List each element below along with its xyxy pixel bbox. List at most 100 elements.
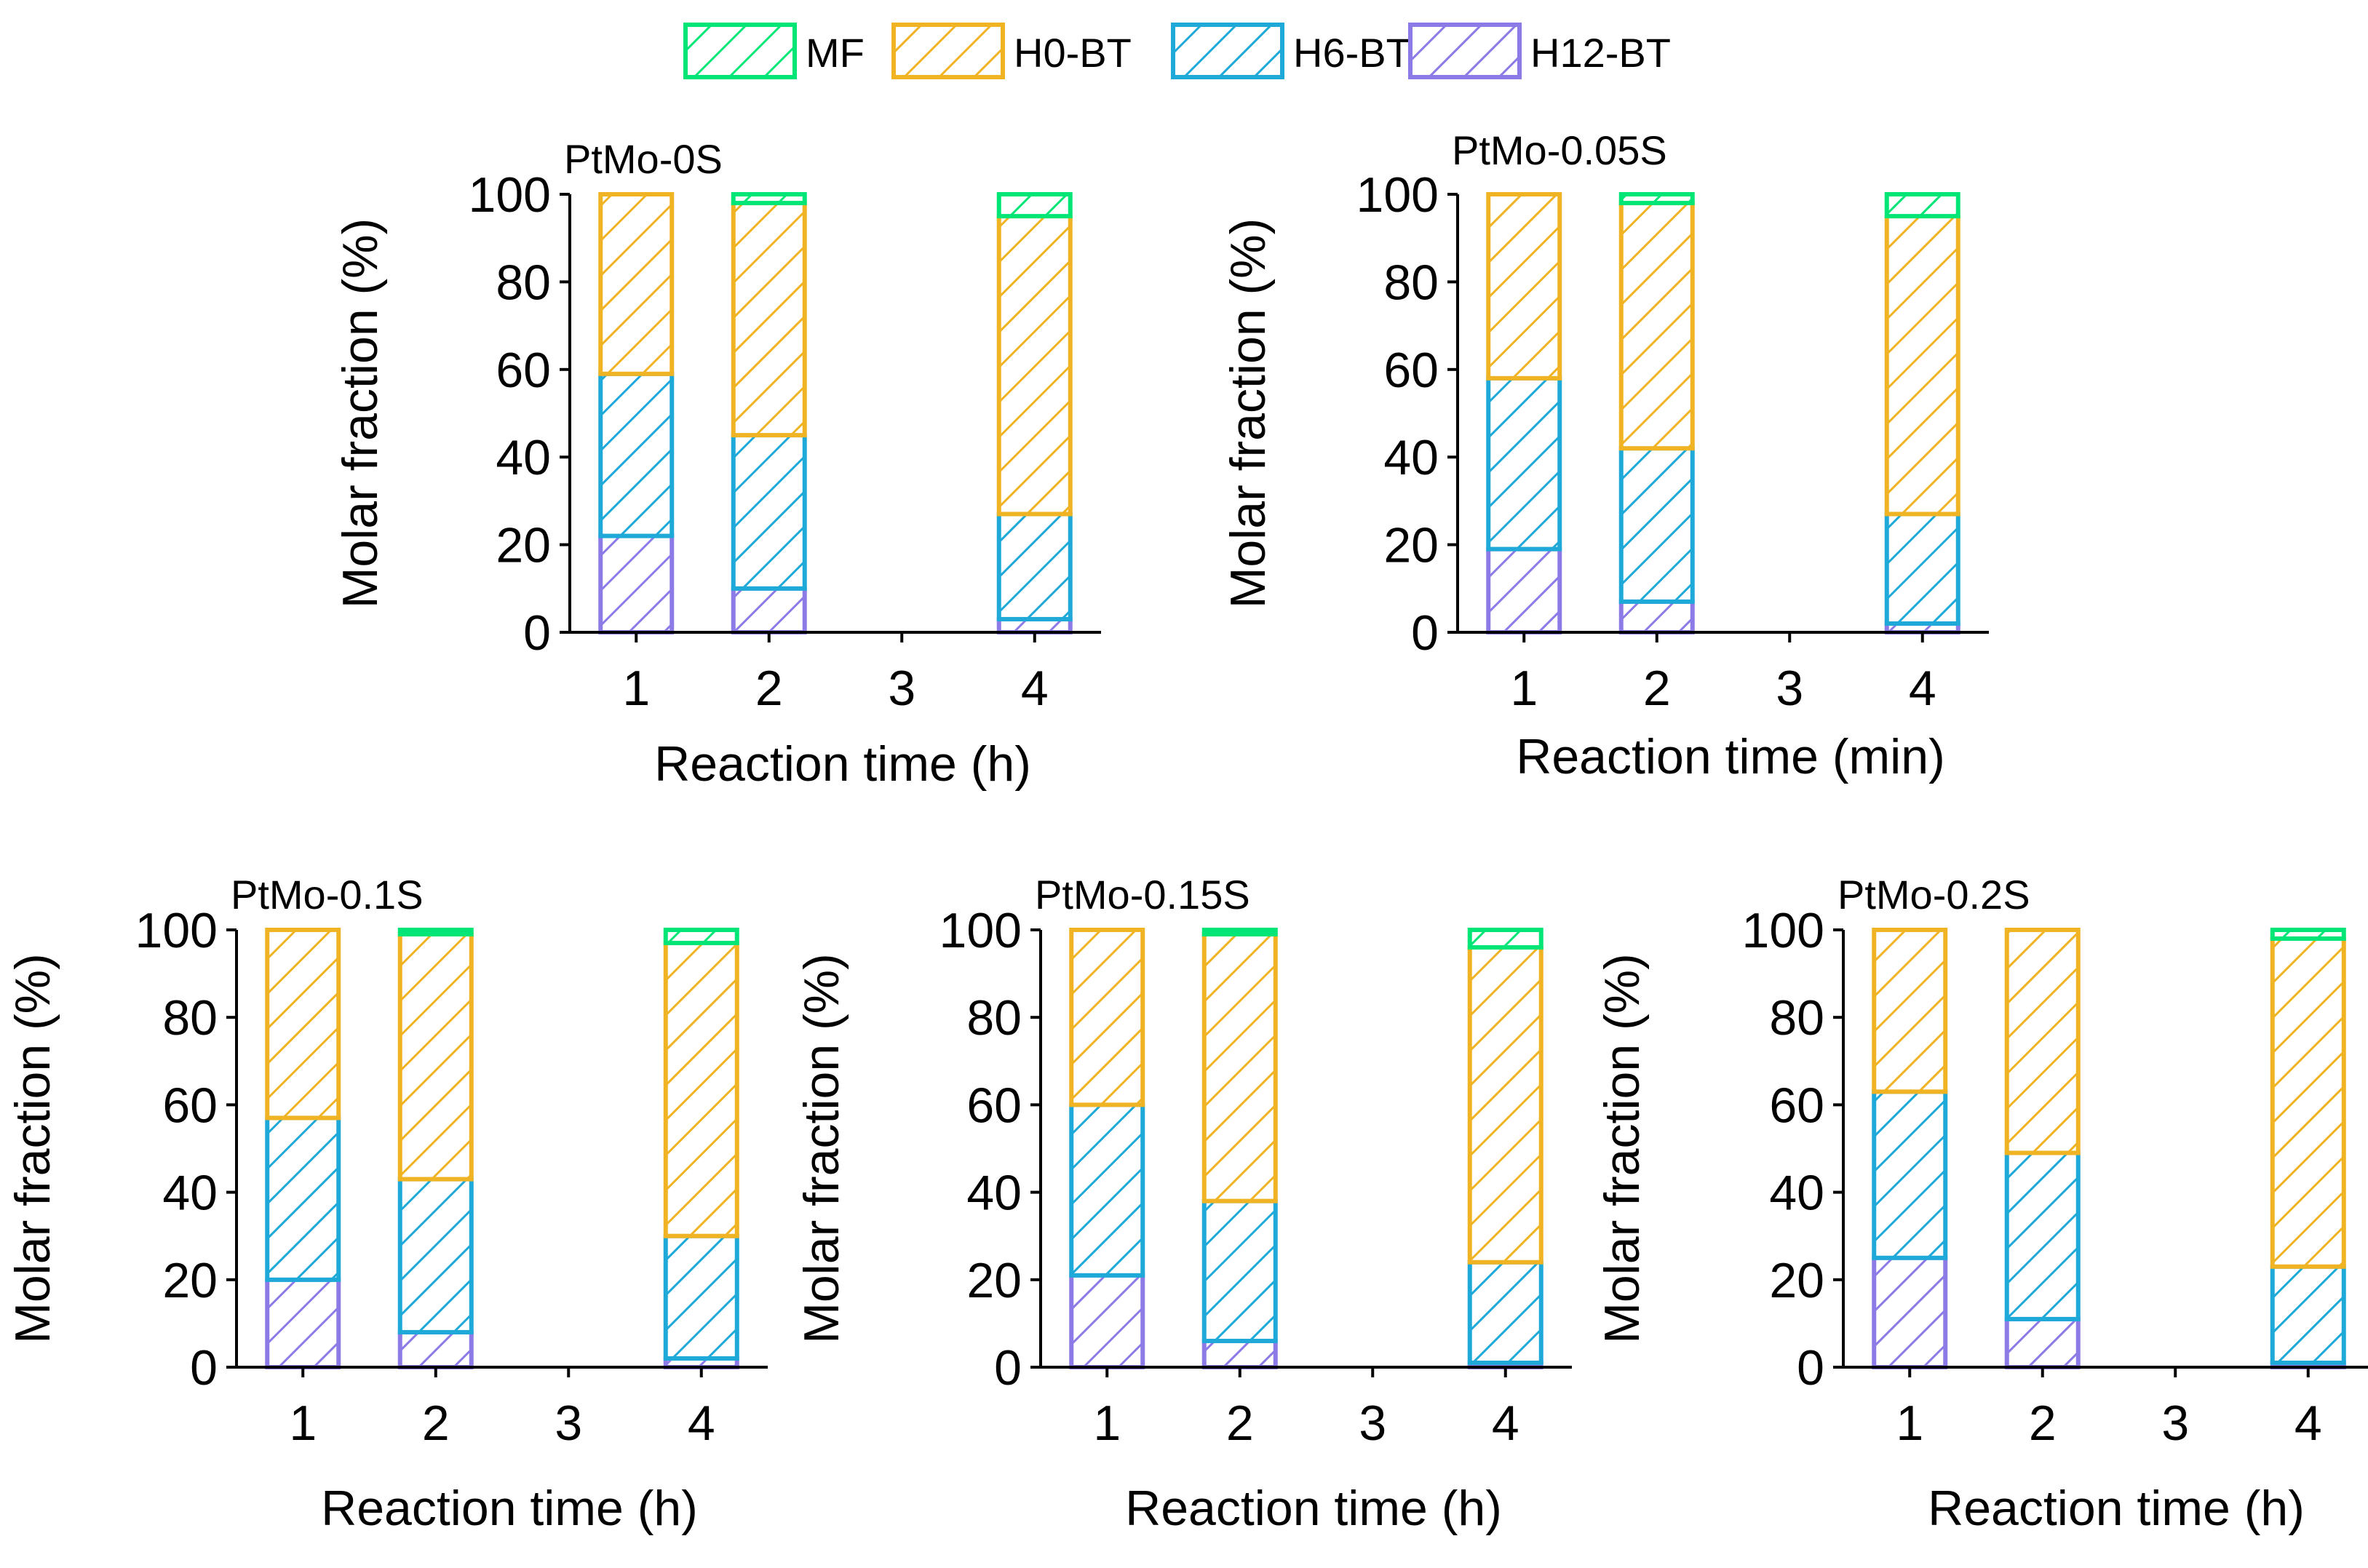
legend-item-h0-bt: H0-BT — [891, 23, 1132, 79]
y-tick-label: 100 — [939, 903, 1022, 958]
bar-h12-bt-x1 — [265, 1277, 341, 1370]
panel-title: PtMo-0.05S — [1452, 127, 1667, 173]
y-tick-label: 20 — [1383, 518, 1439, 573]
x-tick-label: 4 — [688, 1396, 715, 1451]
y-axis-title: Molar fraction (%) — [333, 218, 388, 609]
panel-title: PtMo-0.1S — [231, 872, 424, 918]
bar-mf-x2 — [397, 928, 474, 937]
bar-mf-x4 — [1467, 928, 1543, 950]
y-tick-label: 100 — [1356, 167, 1439, 223]
panel-title: PtMo-0.15S — [1035, 872, 1250, 918]
legend-label-h0-bt: H0-BT — [1014, 30, 1132, 76]
y-axis-title: Molar fraction (%) — [1594, 953, 1650, 1344]
x-tick-label: 2 — [2029, 1396, 2057, 1451]
bar-h0-bt-x1 — [265, 928, 341, 1121]
legend-label-h6-bt: H6-BT — [1293, 30, 1411, 76]
bar-mf-x2 — [1201, 928, 1278, 937]
y-tick-label: 60 — [1383, 343, 1439, 398]
x-axis-title: Reaction time (h) — [321, 1481, 698, 1536]
x-tick-label: 3 — [888, 661, 915, 716]
bar-mf-x4 — [2270, 928, 2346, 942]
bar-h0-bt-x4 — [996, 214, 1073, 517]
bar-mf-x4 — [663, 928, 739, 946]
legend-swatch-mf — [683, 23, 797, 79]
y-axis-title: Molar fraction (%) — [5, 953, 60, 1344]
y-tick-label: 100 — [1742, 903, 1824, 958]
bar-h0-bt-x4 — [1884, 214, 1960, 517]
y-tick-label: 80 — [966, 990, 1022, 1046]
bar-h0-bt-x4 — [663, 941, 739, 1238]
bar-h6-bt-x2 — [2004, 1150, 2081, 1321]
bar-h6-bt-x1 — [1069, 1102, 1145, 1278]
bar-h6-bt-x1 — [1486, 375, 1562, 552]
y-tick-label: 0 — [1797, 1340, 1824, 1396]
y-tick-label: 0 — [1411, 605, 1439, 661]
bar-h6-bt-x4 — [1884, 512, 1960, 626]
bar-h0-bt-x2 — [2004, 928, 2081, 1155]
bar-h6-bt-x1 — [598, 371, 675, 538]
x-tick-label: 3 — [1359, 1396, 1386, 1451]
bar-h6-bt-x1 — [1872, 1089, 1948, 1260]
legend-item-mf: MF — [683, 23, 865, 79]
y-axis-title: Molar fraction (%) — [794, 953, 849, 1344]
x-tick-label: 3 — [555, 1396, 582, 1451]
legend-label-mf: MF — [806, 30, 865, 76]
bar-h6-bt-x4 — [2270, 1264, 2346, 1365]
y-tick-label: 80 — [1769, 990, 1824, 1046]
bar-h12-bt-x1 — [1069, 1273, 1145, 1370]
bar-mf-x2 — [731, 192, 807, 206]
y-tick-label: 20 — [1769, 1253, 1824, 1308]
bar-h0-bt-x4 — [1467, 945, 1543, 1265]
panel-ptmo-0-1s: 0 20 40 60 80 100 1 2 3 4 PtMo-0.1S Reaction time (… — [5, 872, 768, 1536]
panel-title: PtMo-0.2S — [1837, 872, 2030, 918]
bar-h0-bt-x2 — [1201, 932, 1278, 1203]
x-tick-label: 2 — [1643, 661, 1671, 716]
x-tick-label: 4 — [2295, 1396, 2322, 1451]
x-axis-title: Reaction time (h) — [1928, 1481, 2305, 1536]
y-tick-label: 60 — [966, 1078, 1022, 1133]
x-tick-label: 2 — [422, 1396, 450, 1451]
x-tick-label: 1 — [289, 1396, 317, 1451]
x-tick-label: 4 — [1021, 661, 1049, 716]
bar-h12-bt-x1 — [598, 533, 675, 634]
y-tick-label: 80 — [1383, 255, 1439, 310]
bar-h0-bt-x1 — [598, 192, 675, 376]
y-tick-label: 80 — [496, 255, 551, 310]
panel-ptmo-0s: 0 20 40 60 80 100 1 2 3 4 PtMo-0S Reaction time (h)… — [333, 136, 1101, 792]
y-tick-label: 40 — [496, 430, 551, 485]
y-tick-label: 40 — [162, 1166, 218, 1221]
bar-h6-bt-x2 — [1201, 1198, 1278, 1343]
bar-h6-bt-x4 — [1467, 1259, 1543, 1365]
bar-h6-bt-x1 — [265, 1115, 341, 1282]
bar-h0-bt-x2 — [1618, 201, 1695, 451]
bar-h6-bt-x4 — [996, 512, 1073, 621]
x-tick-label: 3 — [2161, 1396, 2189, 1451]
panel-title: PtMo-0S — [564, 136, 723, 182]
x-tick-label: 1 — [1896, 1396, 1923, 1451]
legend: MF H0-BT H6-BT H12-BT — [683, 23, 1671, 79]
x-tick-label: 4 — [1492, 1396, 1519, 1451]
bar-h0-bt-x4 — [2270, 936, 2346, 1269]
bar-h6-bt-x2 — [731, 433, 807, 591]
x-tick-label: 2 — [1226, 1396, 1254, 1451]
y-tick-label: 0 — [994, 1340, 1022, 1396]
x-tick-label: 2 — [755, 661, 783, 716]
bar-h12-bt-x2 — [1618, 599, 1695, 634]
panel-ptmo-0-15s: 0 20 40 60 80 100 1 2 3 4 PtMo-0.15S Reaction time … — [794, 872, 1572, 1536]
bar-h0-bt-x1 — [1486, 192, 1562, 381]
y-tick-label: 40 — [1383, 430, 1439, 485]
bar-h0-bt-x2 — [731, 201, 807, 438]
y-tick-label: 20 — [966, 1253, 1022, 1308]
legend-swatch-h12-bt — [1408, 23, 1522, 79]
bar-h12-bt-x2 — [397, 1329, 474, 1370]
y-tick-label: 80 — [162, 990, 218, 1046]
y-tick-label: 60 — [162, 1078, 218, 1133]
legend-item-h12-bt: H12-BT — [1408, 23, 1671, 79]
bar-h0-bt-x1 — [1872, 928, 1948, 1094]
bar-h12-bt-x2 — [2004, 1316, 2081, 1370]
y-tick-label: 20 — [496, 518, 551, 573]
x-axis-title: Reaction time (h) — [654, 736, 1031, 792]
panel-ptmo-0-2s: 0 20 40 60 80 100 1 2 3 4 PtMo-0.2S Reaction time (… — [1594, 872, 2368, 1536]
bar-h6-bt-x2 — [397, 1177, 474, 1334]
